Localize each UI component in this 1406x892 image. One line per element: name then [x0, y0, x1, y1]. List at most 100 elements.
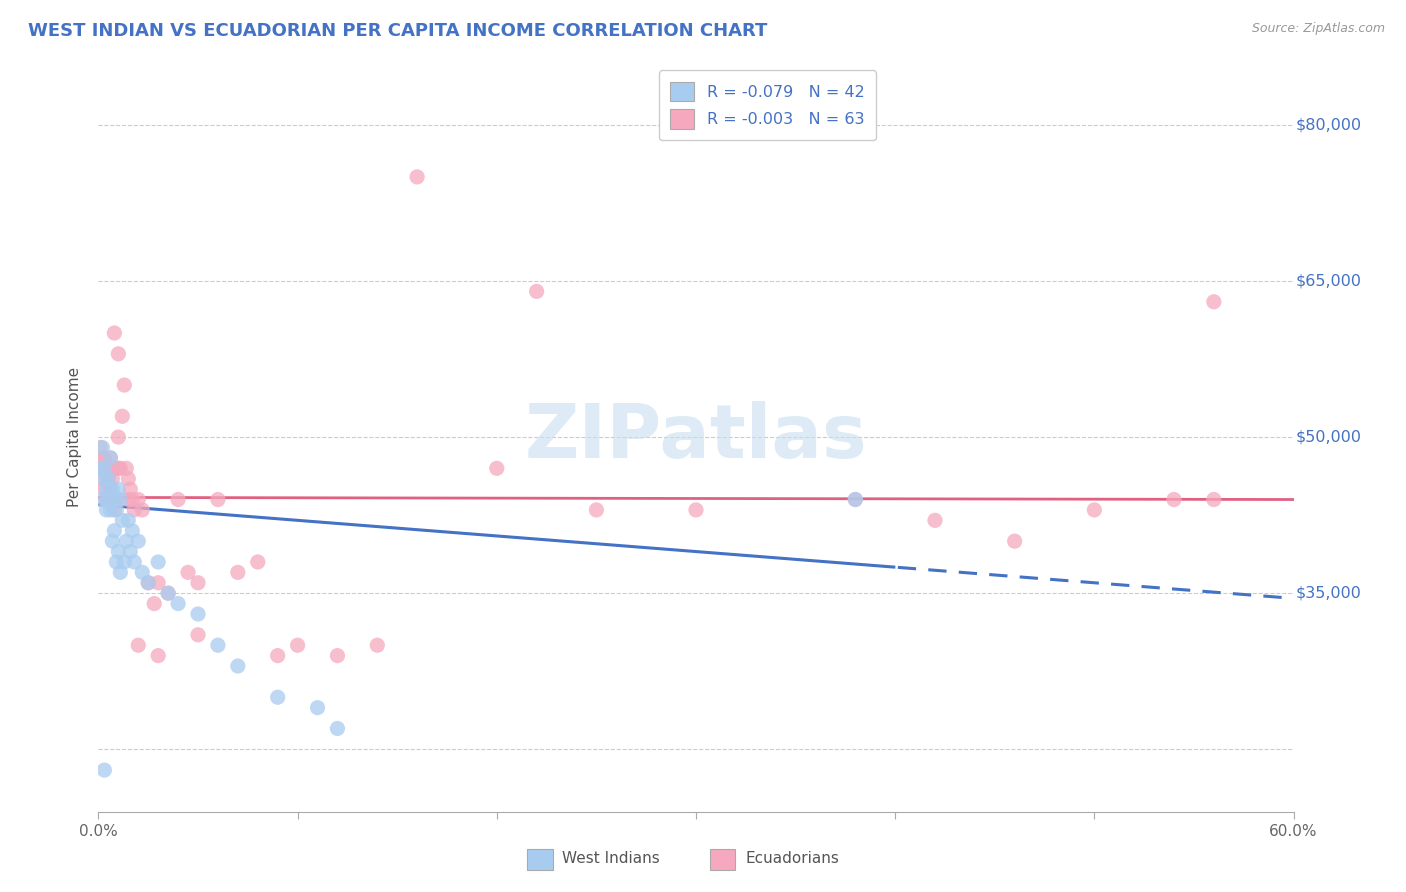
- Point: [107, 482, 129, 496]
- Text: Ecuadorians: Ecuadorians: [745, 852, 839, 866]
- Point: [93, 450, 115, 465]
- Point: [98, 450, 122, 465]
- Point: [124, 503, 146, 517]
- Point: [226, 566, 249, 580]
- Point: [97, 472, 120, 486]
- Point: [207, 492, 229, 507]
- Point: [585, 503, 607, 517]
- Point: [105, 555, 128, 569]
- Point: [157, 586, 180, 600]
- Point: [107, 461, 129, 475]
- Point: [685, 503, 707, 517]
- Point: [98, 450, 122, 465]
- Point: [187, 575, 209, 590]
- Point: [101, 492, 124, 507]
- Point: [120, 544, 142, 558]
- Point: [112, 555, 135, 569]
- Point: [110, 566, 132, 580]
- Point: [120, 482, 142, 496]
- Point: [91, 450, 114, 465]
- Point: [148, 555, 170, 569]
- Point: [89, 441, 111, 455]
- Point: [93, 482, 115, 496]
- Point: [105, 503, 128, 517]
- Point: [136, 575, 159, 590]
- Point: [287, 638, 309, 652]
- Text: ZIPatlas: ZIPatlas: [524, 401, 868, 474]
- Point: [103, 524, 125, 538]
- Point: [187, 628, 209, 642]
- Point: [131, 503, 153, 517]
- Point: [93, 461, 115, 475]
- Point: [103, 461, 125, 475]
- Point: [157, 586, 180, 600]
- Point: [97, 472, 120, 486]
- Point: [89, 461, 111, 475]
- Point: [111, 513, 134, 527]
- Point: [326, 648, 349, 663]
- Point: [115, 534, 138, 549]
- Point: [91, 472, 114, 486]
- Point: [96, 492, 118, 507]
- Point: [226, 659, 249, 673]
- Point: [112, 378, 135, 392]
- Point: [96, 503, 118, 517]
- Point: [1202, 492, 1225, 507]
- Point: [1202, 294, 1225, 309]
- Point: [1163, 492, 1185, 507]
- Point: [127, 638, 149, 652]
- Point: [307, 700, 329, 714]
- Point: [406, 169, 429, 184]
- Point: [96, 482, 118, 496]
- Point: [91, 441, 114, 455]
- Point: [121, 492, 143, 507]
- Point: [121, 524, 143, 538]
- Point: [103, 326, 125, 340]
- Point: [267, 690, 290, 705]
- Point: [124, 555, 146, 569]
- Point: [267, 648, 290, 663]
- Point: [89, 461, 111, 475]
- Point: [127, 492, 149, 507]
- Point: [177, 566, 200, 580]
- Point: [98, 492, 122, 507]
- Text: WEST INDIAN VS ECUADORIAN PER CAPITA INCOME CORRELATION CHART: WEST INDIAN VS ECUADORIAN PER CAPITA INC…: [28, 22, 768, 40]
- Point: [485, 461, 508, 475]
- Point: [143, 597, 166, 611]
- Point: [98, 503, 122, 517]
- Point: [148, 648, 170, 663]
- Point: [207, 638, 229, 652]
- Point: [103, 503, 125, 517]
- Point: [167, 492, 190, 507]
- Point: [110, 492, 132, 507]
- Point: [96, 492, 118, 507]
- Point: [107, 544, 129, 558]
- Text: $50,000: $50,000: [1296, 430, 1362, 444]
- Point: [97, 492, 120, 507]
- Point: [107, 347, 129, 361]
- Point: [101, 482, 124, 496]
- Text: $80,000: $80,000: [1296, 118, 1362, 132]
- Point: [167, 597, 190, 611]
- Text: West Indians: West Indians: [562, 852, 661, 866]
- Point: [91, 492, 114, 507]
- Point: [97, 461, 120, 475]
- Point: [105, 492, 128, 507]
- Point: [136, 575, 159, 590]
- Point: [115, 461, 138, 475]
- Point: [98, 482, 122, 496]
- Text: Source: ZipAtlas.com: Source: ZipAtlas.com: [1251, 22, 1385, 36]
- Point: [101, 472, 124, 486]
- Point: [107, 430, 129, 444]
- Point: [326, 722, 349, 736]
- Point: [101, 534, 124, 549]
- Point: [96, 461, 118, 475]
- Point: [93, 763, 115, 777]
- Point: [844, 492, 866, 507]
- Point: [111, 409, 134, 424]
- Point: [110, 461, 132, 475]
- Point: [1004, 534, 1026, 549]
- Point: [103, 492, 125, 507]
- Point: [366, 638, 388, 652]
- Point: [117, 492, 139, 507]
